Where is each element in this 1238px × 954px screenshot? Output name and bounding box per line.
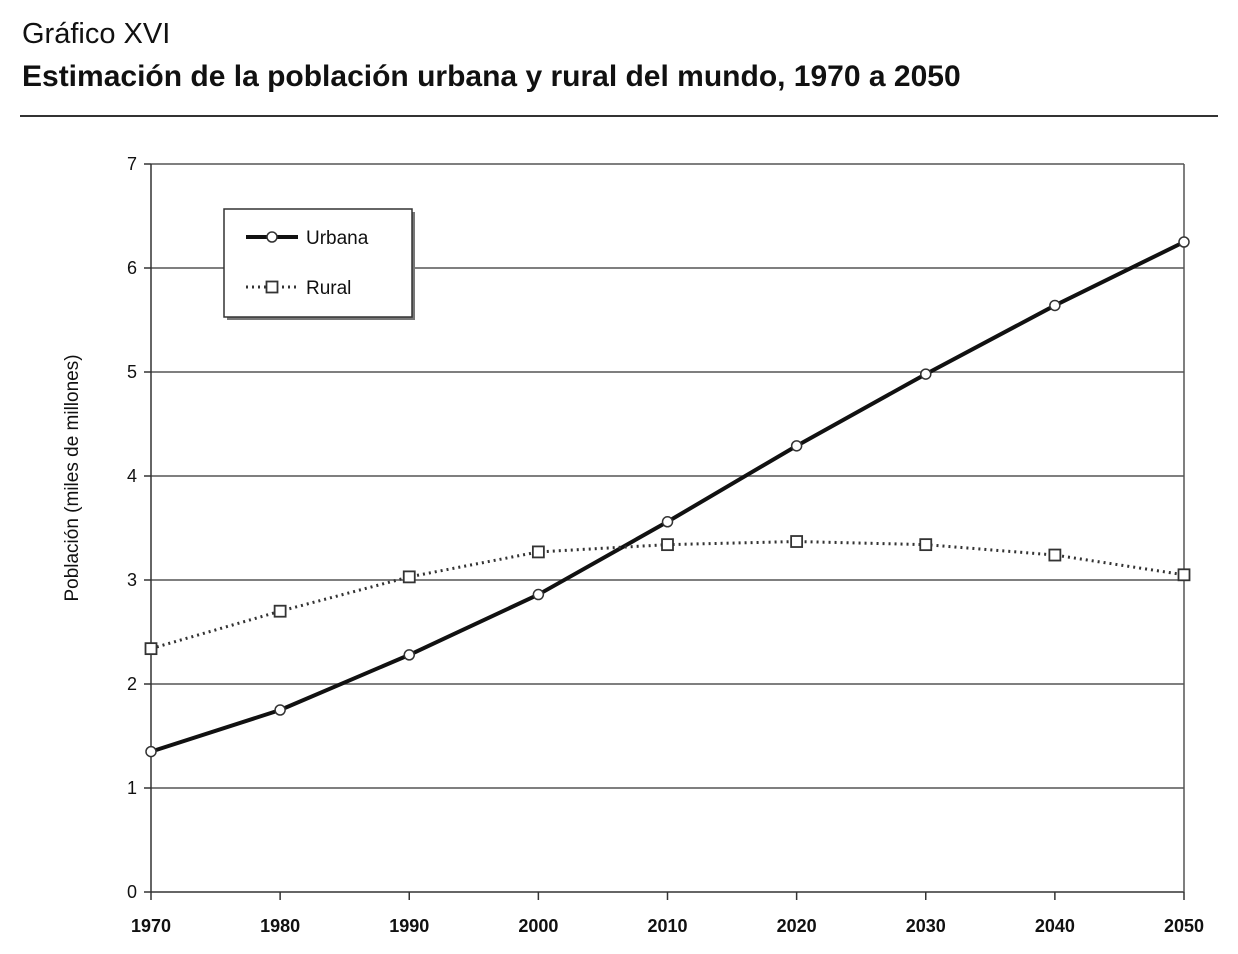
x-tick-label-2030: 2030 <box>906 916 946 936</box>
point-rural-2000 <box>531 545 545 559</box>
x-tick-label-1990: 1990 <box>389 916 429 936</box>
x-tick-label-2040: 2040 <box>1035 916 1075 936</box>
series-line-rural <box>150 540 1185 651</box>
chart-label: Gráfico XVI <box>22 18 171 50</box>
y-tick-labels: 0 1 2 3 4 5 6 7 <box>127 154 137 902</box>
y-tick-label-5: 5 <box>127 362 137 382</box>
legend-label-rural: Rural <box>306 278 351 299</box>
y-axis-label: Población (miles de millones) <box>62 354 83 601</box>
point-rural-2020 <box>790 535 804 548</box>
y-tick-label-7: 7 <box>127 154 137 174</box>
y-tick-label-1: 1 <box>127 778 137 798</box>
point-urbana-2000 <box>532 588 545 601</box>
point-rural-2030 <box>919 538 933 552</box>
point-rural-2010 <box>661 538 674 552</box>
point-urbana-2040 <box>1049 299 1061 312</box>
point-rural-1980 <box>273 604 287 618</box>
point-urbana-2030 <box>920 368 932 380</box>
point-rural-2050 <box>1177 568 1191 582</box>
point-urbana-2010 <box>661 516 674 528</box>
point-rural-1970 <box>144 642 158 656</box>
point-urbana-1970 <box>145 745 157 758</box>
axes <box>144 163 1185 900</box>
y-tick-label-6: 6 <box>127 258 137 278</box>
legend-marker-urbana <box>266 231 278 243</box>
series-group <box>144 236 1191 758</box>
point-rural-1990 <box>402 570 416 584</box>
point-rural-2040 <box>1048 548 1062 562</box>
x-tick-label-2050: 2050 <box>1164 916 1204 936</box>
y-tick-label-4: 4 <box>127 466 137 486</box>
y-tick-label-0: 0 <box>127 882 137 902</box>
y-tick-label-3: 3 <box>127 570 137 590</box>
x-tick-label-1970: 1970 <box>131 916 171 936</box>
point-urbana-2050 <box>1178 236 1190 248</box>
legend-marker-rural <box>265 280 279 294</box>
y-tick-label-2: 2 <box>127 674 137 694</box>
x-tick-label-2000: 2000 <box>518 916 558 936</box>
chart-title: Estimación de la población urbana y rura… <box>22 60 961 93</box>
legend: Urbana Rural <box>223 208 415 320</box>
point-urbana-2020 <box>790 440 803 452</box>
x-tick-label-2020: 2020 <box>777 916 817 936</box>
x-tick-label-2010: 2010 <box>647 916 687 936</box>
point-urbana-1990 <box>403 649 415 661</box>
x-tick-labels: 1970 1980 1990 2000 2010 2020 2030 2040 2050 <box>131 916 1204 936</box>
title-divider <box>20 115 1218 117</box>
legend-label-urbana: Urbana <box>306 228 369 249</box>
legend-box <box>223 208 413 318</box>
gridlines <box>151 163 1184 789</box>
x-tick-label-1980: 1980 <box>260 916 300 936</box>
point-urbana-1980 <box>274 704 286 716</box>
